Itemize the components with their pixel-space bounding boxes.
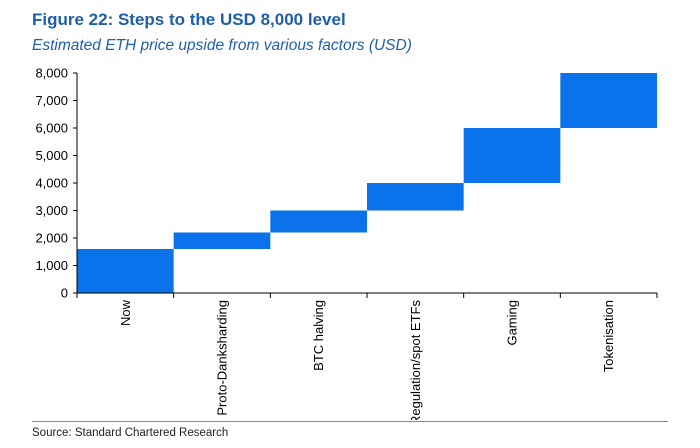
- bar-gaming: [463, 128, 561, 183]
- x-category-label: Regulation/spot ETFs: [408, 300, 423, 420]
- y-tick-label: 7,000: [35, 93, 68, 108]
- y-tick-label: 2,000: [35, 231, 68, 246]
- bar-tokenisation: [560, 73, 657, 128]
- bar-regulation-spot-etfs: [367, 183, 464, 211]
- x-category-label: Proto-Danksharding: [215, 300, 230, 416]
- bar-now: [77, 249, 174, 293]
- waterfall-chart: 0 1,000 2,000 3,000 4,000 5,000 6,000 7,000 8,00…: [35, 66, 658, 420]
- source-note: Source: Standard Chartered Research: [32, 427, 229, 439]
- y-tick-label: 6,000: [35, 121, 68, 136]
- y-tick-label: 0: [61, 286, 68, 301]
- y-tick-label: 8,000: [35, 66, 68, 81]
- y-tick-label: 3,000: [35, 203, 68, 218]
- chart-title: Figure 22: Steps to the USD 8,000 level: [32, 10, 346, 29]
- bar-btc-halving: [270, 210, 367, 233]
- y-tick-label: 1,000: [35, 258, 68, 273]
- y-tick-label: 5,000: [35, 148, 68, 163]
- x-category-label: Tokenisation: [601, 300, 616, 372]
- bar-proto-danksharding: [173, 232, 271, 249]
- x-category-label: Gaming: [505, 300, 520, 346]
- x-category-label: BTC halving: [311, 300, 326, 371]
- y-tick-label: 4,000: [35, 176, 68, 191]
- chart-subtitle: Estimated ETH price upside from various …: [32, 37, 412, 54]
- footer-divider: [32, 421, 668, 422]
- x-category-label: Now: [118, 299, 133, 326]
